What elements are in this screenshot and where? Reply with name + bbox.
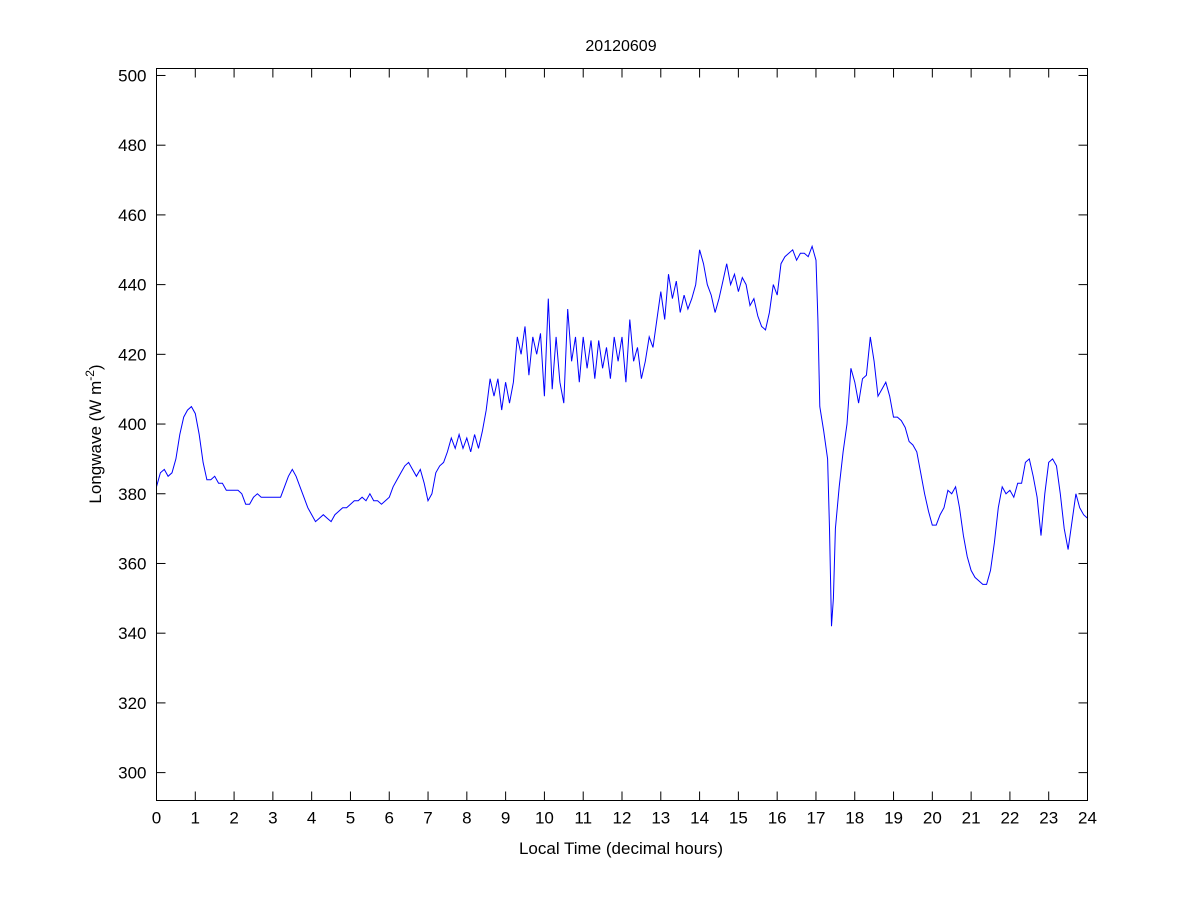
- x-tick-label: 9: [501, 809, 510, 828]
- x-tick-label: 0: [152, 809, 161, 828]
- x-tick-label: 8: [462, 809, 471, 828]
- x-tick-label: 15: [729, 809, 748, 828]
- y-tick-label: 400: [118, 415, 146, 434]
- x-tick-label: 22: [1000, 809, 1019, 828]
- y-tick-label: 320: [118, 694, 146, 713]
- y-axis-label-end: ): [86, 364, 105, 370]
- x-tick-label: 4: [307, 809, 316, 828]
- x-tick-label: 21: [962, 809, 981, 828]
- x-tick-label: 11: [574, 809, 592, 828]
- chart-title: 20120609: [585, 38, 656, 55]
- x-tick-label: 24: [1078, 809, 1097, 828]
- axis-ticks: [156, 68, 1088, 801]
- y-tick-label: 380: [118, 485, 146, 504]
- y-tick-label: 360: [118, 554, 146, 573]
- axis-tick-labels: 0 1 2 3 4 5 6 7 8 9 10 11 12 13 14 15 16 17 18 19 20 21 22 23 24…: [118, 66, 1097, 827]
- y-tick-label: 340: [118, 624, 146, 643]
- x-tick-label: 18: [845, 809, 864, 828]
- x-tick-label: 6: [385, 809, 394, 828]
- y-tick-label: 300: [118, 764, 146, 783]
- x-tick-label: 17: [806, 809, 825, 828]
- y-axis-label-superscript: -2: [83, 370, 97, 381]
- y-tick-label: 440: [118, 276, 146, 295]
- y-tick-label: 500: [118, 66, 146, 85]
- x-tick-label: 7: [423, 809, 432, 828]
- x-tick-label: 23: [1039, 809, 1058, 828]
- x-tick-label: 14: [690, 809, 709, 828]
- y-tick-label: 460: [118, 206, 146, 225]
- x-tick-label: 1: [191, 809, 200, 828]
- x-tick-label: 2: [229, 809, 238, 828]
- x-tick-label: 16: [768, 809, 787, 828]
- y-tick-label: 420: [118, 345, 146, 364]
- x-tick-label: 19: [884, 809, 903, 828]
- x-tick-label: 5: [346, 809, 355, 828]
- x-axis-label: Local Time (decimal hours): [519, 839, 723, 858]
- x-tick-label: 13: [651, 809, 670, 828]
- y-axis-label: Longwave (W m-2): [83, 364, 105, 503]
- x-tick-label: 3: [268, 809, 277, 828]
- x-tick-label: 12: [613, 809, 632, 828]
- y-tick-label: 480: [118, 136, 146, 155]
- x-tick-label: 20: [923, 809, 942, 828]
- plot-area-frame: [156, 68, 1088, 801]
- x-tick-label: 10: [535, 809, 554, 828]
- y-axis-label-main: Longwave (W m: [86, 381, 105, 504]
- longwave-series-line: [156, 244, 1088, 627]
